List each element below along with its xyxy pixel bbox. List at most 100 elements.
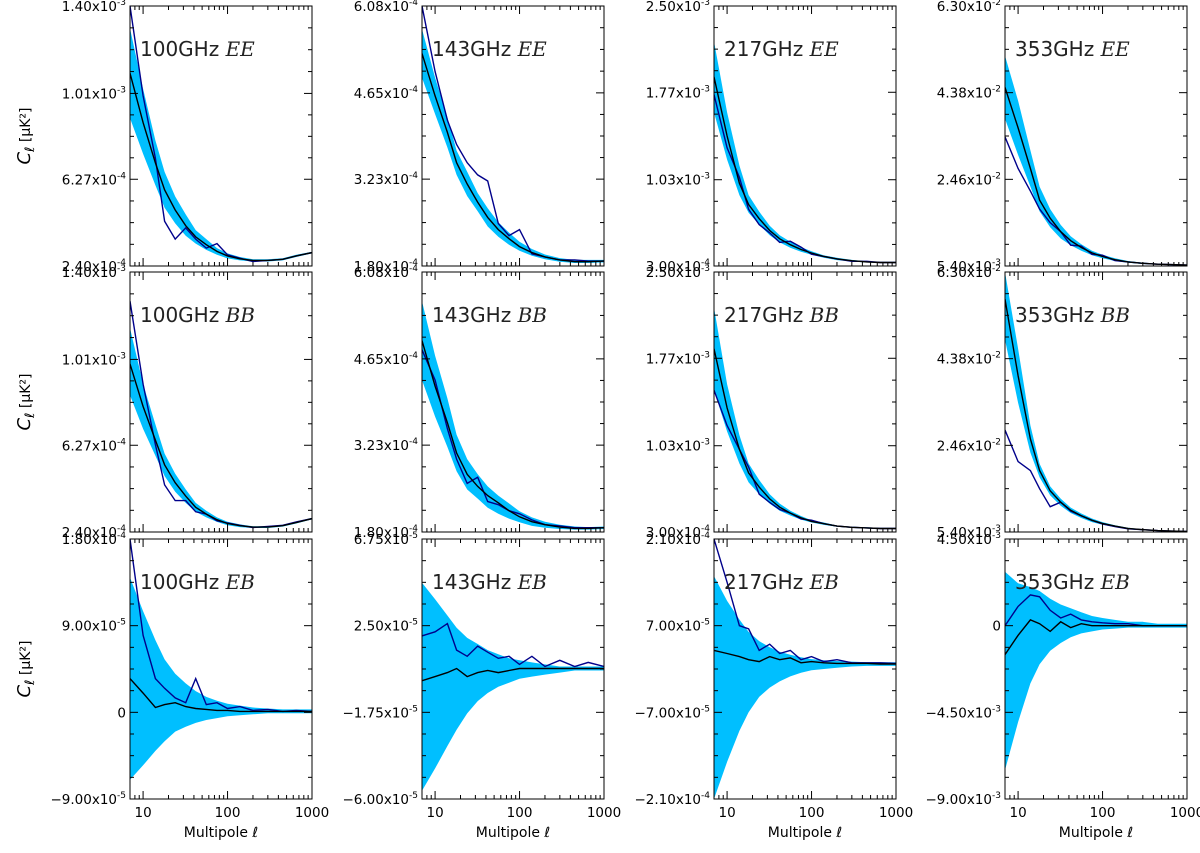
y-tick-label: 1.01x10-3 xyxy=(62,85,126,102)
y-axis-label: Cℓ [μK²] xyxy=(14,107,38,164)
x-axis-label: Multipole ℓ xyxy=(1059,825,1133,841)
plot-area xyxy=(130,300,312,529)
panel-217ghz-bb: 3.00x10-4 1.03x10-3 1.77x10-3 2.50x10-3 217G… xyxy=(646,264,897,541)
y-tick-label: 7.00x10-5 xyxy=(646,618,710,635)
y-tick-label: 1.03x10-3 xyxy=(646,438,710,455)
plot-area xyxy=(1005,272,1187,532)
y-tick-label: 1.77x10-3 xyxy=(646,350,710,367)
model-line xyxy=(130,73,312,262)
model-line xyxy=(130,678,312,713)
y-tick-label: 0 xyxy=(992,619,1001,635)
y-tick-label: 1.77x10-3 xyxy=(646,84,710,101)
plot-area xyxy=(422,301,604,530)
y-tick-label: 6.30x10-2 xyxy=(937,0,1001,15)
plot-area xyxy=(130,6,312,263)
plot-area xyxy=(422,582,604,791)
x-tick-label: 10 xyxy=(426,805,443,821)
y-tick-label: 9.00x10-5 xyxy=(62,618,126,635)
plot-area xyxy=(1005,55,1187,266)
uncertainty-band xyxy=(422,301,604,530)
x-tick-label: 100 xyxy=(215,805,241,821)
panel-label: 353GHz BB xyxy=(1015,303,1130,327)
y-tick-label: 2.50x10-3 xyxy=(646,0,710,15)
y-tick-label: 1.01x10-3 xyxy=(62,351,126,368)
panel-label: 100GHz EE xyxy=(140,37,255,61)
y-tick-label: 2.46x10-2 xyxy=(937,437,1001,454)
y-tick-label: −1.75x10-5 xyxy=(342,704,418,721)
uncertainty-band xyxy=(422,29,604,263)
y-tick-label: 2.46x10-2 xyxy=(937,171,1001,188)
model-line xyxy=(422,340,604,530)
data-line xyxy=(130,300,312,529)
data-line xyxy=(1005,136,1187,266)
x-tick-label: 10 xyxy=(1009,805,1026,821)
uncertainty-band xyxy=(1005,571,1187,771)
y-tick-label: 2.40x10-4 xyxy=(62,524,126,541)
panel-143ghz-ee: 1.80x10-4 3.23x10-4 4.65x10-4 6.08x10-4 143G… xyxy=(354,0,605,275)
y-tick-label: 2.50x10-5 xyxy=(354,618,418,635)
model-line xyxy=(1005,619,1187,655)
x-axis-label: Multipole ℓ xyxy=(476,825,550,841)
y-tick-label: 4.65x10-4 xyxy=(354,85,418,102)
data-line xyxy=(422,349,604,529)
y-tick-label: −2.10x10-4 xyxy=(634,791,710,808)
panel-353ghz-bb: 5.40x10-3 2.46x10-2 4.38x10-2 6.30x10-2 353G… xyxy=(937,264,1188,541)
panel-100ghz-ee: 2.40x10-4 6.27x10-4 1.01x10-3 1.40x10-3 100G… xyxy=(14,0,313,275)
y-tick-label: −6.00x10-5 xyxy=(342,791,418,808)
x-tick-label: 1000 xyxy=(1170,805,1200,821)
data-line xyxy=(422,6,604,262)
panel-353ghz-eb: −9.00x10-3 −4.50x10-3 0 4.50x10-3 10 100 1000 M… xyxy=(925,531,1200,841)
y-tick-label: −9.00x10-5 xyxy=(50,791,126,808)
uncertainty-band xyxy=(714,576,896,799)
plot-area xyxy=(714,539,896,799)
y-tick-label: 3.00x10-4 xyxy=(646,258,710,275)
model-line xyxy=(130,363,312,528)
x-tick-label: 1000 xyxy=(295,805,329,821)
y-tick-label: −7.00x10-5 xyxy=(634,704,710,721)
panel-label: 143GHz BB xyxy=(432,303,547,327)
y-tick-label: 1.40x10-3 xyxy=(62,0,126,15)
model-line xyxy=(714,76,896,264)
y-tick-label: 6.30x10-2 xyxy=(937,264,1001,281)
y-tick-label: 1.80x10-4 xyxy=(62,531,126,548)
model-line xyxy=(714,649,896,665)
y-tick-label: 1.80x10-4 xyxy=(354,258,418,275)
y-axis-label: Cℓ [μK²] xyxy=(14,640,38,697)
panel-label: 100GHz BB xyxy=(140,303,255,327)
y-tick-label: 3.23x10-4 xyxy=(354,437,418,454)
y-tick-label: 1.80x10-4 xyxy=(354,524,418,541)
x-tick-label: 100 xyxy=(799,805,825,821)
y-tick-label: 2.50x10-3 xyxy=(646,264,710,281)
uncertainty-band xyxy=(714,41,896,263)
y-tick-label: 3.23x10-4 xyxy=(354,171,418,188)
y-tick-label: 1.03x10-3 xyxy=(646,172,710,189)
panel-143ghz-bb: 1.80x10-4 3.23x10-4 4.65x10-4 6.08x10-4 143G… xyxy=(354,264,605,541)
x-tick-label: 100 xyxy=(507,805,533,821)
panel-label: 217GHz BB xyxy=(724,303,839,327)
y-tick-label: 6.08x10-4 xyxy=(354,0,418,15)
y-tick-label: 4.65x10-4 xyxy=(354,351,418,368)
plot-area xyxy=(422,6,604,263)
data-line xyxy=(130,539,312,713)
plot-area xyxy=(714,307,896,530)
y-tick-label: 2.40x10-4 xyxy=(62,258,126,275)
panel-217ghz-ee: 3.00x10-4 1.03x10-3 1.77x10-3 2.50x10-3 217G… xyxy=(646,0,897,275)
model-line xyxy=(422,53,604,263)
panel-217ghz-eb: −2.10x10-4 −7.00x10-5 7.00x10-5 2.10x10-4 10… xyxy=(634,531,913,841)
y-tick-label: −4.50x10-3 xyxy=(925,704,1001,721)
y-tick-label: 4.50x10-3 xyxy=(937,531,1001,548)
data-line xyxy=(422,622,604,668)
y-tick-label: 6.75x10-5 xyxy=(354,531,418,548)
panel-label: 217GHz EE xyxy=(724,37,839,61)
panel-label: 143GHz EB xyxy=(432,570,547,594)
model-line xyxy=(1005,87,1187,266)
panel-100ghz-eb: −9.00x10-5 0 9.00x10-5 1.80x10-4 10 100 1000 Mu… xyxy=(14,531,329,841)
model-line xyxy=(422,667,604,682)
uncertainty-band xyxy=(714,307,896,529)
x-axis-label: Multipole ℓ xyxy=(184,825,258,841)
y-tick-label: 1.40x10-3 xyxy=(62,264,126,281)
x-tick-label: 10 xyxy=(134,805,151,821)
y-tick-label: 6.27x10-4 xyxy=(62,437,126,454)
y-tick-label: 6.08x10-4 xyxy=(354,264,418,281)
